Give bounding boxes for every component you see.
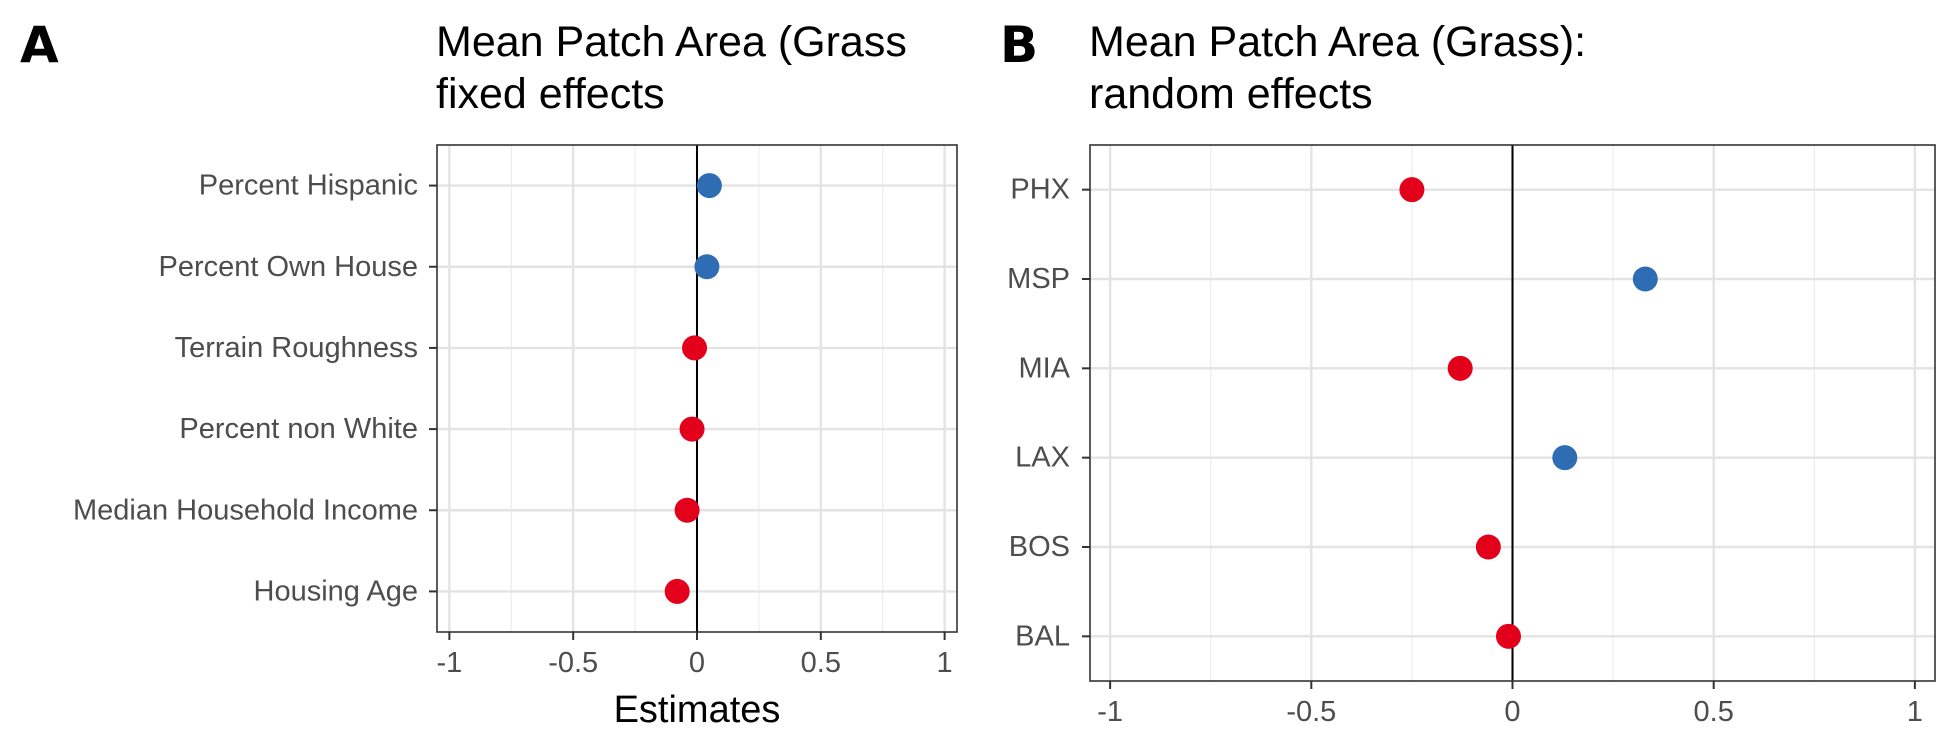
data-point: [694, 254, 720, 280]
x-tick-label: 0.5: [1694, 696, 1734, 728]
chart-title-line: fixed effects: [436, 70, 665, 118]
x-tick-label: 0: [689, 647, 705, 679]
data-point: [664, 578, 690, 604]
data-point: [1399, 177, 1425, 203]
panel-b-chart: Mean Patch Area (Grass):random effects PH…: [1007, 18, 1936, 728]
x-tick-label: 1: [1907, 696, 1923, 728]
chart-title-line: Mean Patch Area (Grass):: [1089, 18, 1586, 66]
data-point: [682, 335, 708, 361]
data-point: [696, 173, 722, 199]
y-tick-label: MIA: [1018, 352, 1070, 384]
y-tick-label: Percent non White: [179, 413, 418, 445]
x-tick-label: 0: [1504, 696, 1520, 728]
y-tick-label: LAX: [1015, 442, 1070, 474]
chart-title-line: Mean Patch Area (Grass: [436, 18, 907, 66]
x-tick-label: 0.5: [801, 647, 841, 679]
y-tick-label: BAL: [1015, 620, 1070, 652]
y-tick-label: Terrain Roughness: [175, 332, 418, 364]
data-point: [1447, 355, 1473, 381]
y-tick-label: Percent Own House: [158, 251, 418, 283]
data-point: [1552, 445, 1578, 471]
y-tick-label: Median Household Income: [73, 494, 418, 526]
x-tick-label: -0.5: [548, 647, 598, 679]
y-tick-label: BOS: [1009, 531, 1070, 563]
panel-b-letter: B: [1000, 16, 1038, 74]
data-point: [679, 416, 705, 442]
y-tick-label: Housing Age: [254, 575, 418, 607]
data-point: [1475, 534, 1501, 560]
x-tick-label: 1: [937, 647, 953, 679]
y-tick-label: Percent Hispanic: [199, 170, 418, 202]
x-tick-label: -1: [1097, 696, 1123, 728]
data-point: [1632, 266, 1658, 292]
chart-title-line: random effects: [1089, 70, 1373, 118]
y-tick-label: PHX: [1010, 174, 1070, 206]
x-tick-label: -0.5: [1286, 696, 1336, 728]
y-tick-label: MSP: [1007, 263, 1070, 295]
data-point: [674, 497, 700, 523]
panel-a-letter: A: [20, 16, 59, 74]
x-axis-title: Estimates: [614, 689, 781, 731]
x-tick-label: -1: [436, 647, 462, 679]
data-point: [1495, 623, 1521, 649]
